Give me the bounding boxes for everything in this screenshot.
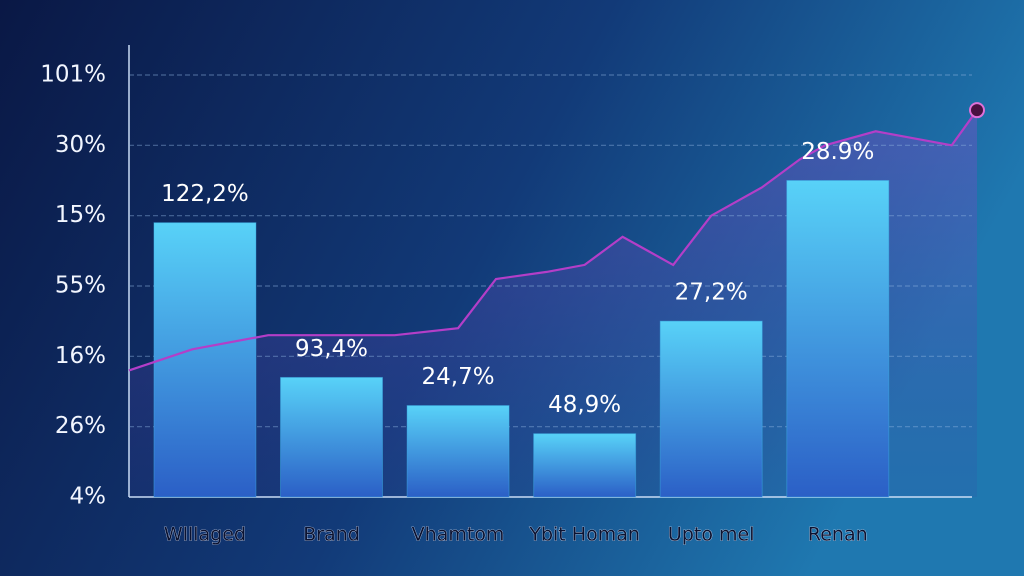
x-tick-label: Wlllaged xyxy=(164,524,246,546)
y-tick-label: 15% xyxy=(55,202,106,228)
bar-annotation: 24,7% xyxy=(422,364,495,390)
bar-annotation: 48,9% xyxy=(548,392,621,418)
line-end-marker xyxy=(969,102,985,119)
bar-annotation: 27,2% xyxy=(675,280,748,306)
x-tick-label: Upto mel xyxy=(668,524,755,546)
x-tick-label: Ybit Homan xyxy=(528,524,640,546)
y-tick-label: 101% xyxy=(40,62,106,88)
x-tick-label: Brand xyxy=(303,524,360,546)
bar xyxy=(786,180,890,498)
bar xyxy=(280,376,384,498)
bar xyxy=(533,433,637,498)
bar xyxy=(659,320,763,498)
bar-annotation: 93,4% xyxy=(295,336,368,362)
bar-annotation: 28.9% xyxy=(801,139,874,165)
bar xyxy=(153,222,257,498)
y-tick-label: 4% xyxy=(70,484,107,510)
trend-line xyxy=(128,109,978,372)
y-tick-label: 16% xyxy=(55,343,106,369)
bar-annotation: 122,2% xyxy=(161,181,249,207)
x-tick-label: Vhamtom xyxy=(412,524,505,546)
y-tick-label: 30% xyxy=(55,132,106,158)
y-tick-label: 26% xyxy=(55,413,106,439)
y-tick-label: 55% xyxy=(55,273,106,299)
bar xyxy=(406,405,510,498)
x-tick-label: Renan xyxy=(808,524,868,546)
